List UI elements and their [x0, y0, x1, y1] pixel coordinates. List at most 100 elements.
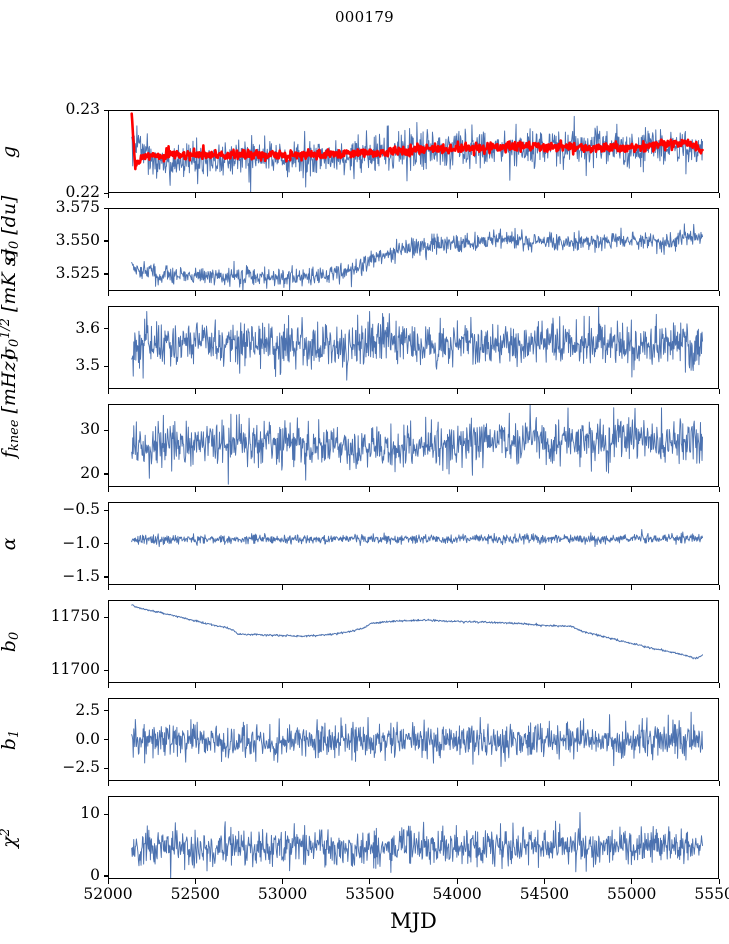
x-tick-mark: [456, 291, 458, 296]
x-tick-mark: [107, 781, 109, 786]
y-axis-label-fknee: fknee [mHz]: [0, 354, 22, 458]
y-tick-mark: [103, 767, 108, 769]
plot-panel-sigma0-du: [108, 208, 719, 291]
y-tick-label: 20: [80, 463, 100, 482]
x-tick-mark: [369, 193, 371, 198]
ylabel-base: α: [0, 537, 20, 550]
x-tick-mark: [631, 389, 633, 394]
x-tick-mark: [194, 781, 196, 786]
x-tick-mark: [194, 879, 196, 884]
x-tick-mark: [369, 585, 371, 590]
x-tick-mark: [282, 585, 284, 590]
x-tick-label: 54000: [432, 885, 482, 903]
x-tick-mark: [369, 879, 371, 884]
x-tick-mark: [456, 585, 458, 590]
x-tick-mark: [718, 487, 720, 492]
y-tick-label: 3.575: [55, 198, 100, 216]
x-tick-label: 52500: [170, 885, 220, 903]
x-tick-mark: [631, 291, 633, 296]
x-tick-mark: [369, 487, 371, 492]
x-tick-mark: [718, 291, 720, 296]
x-axis-label: MJD: [390, 909, 437, 933]
x-tick-mark: [194, 487, 196, 492]
ylabel-unit: [du]: [0, 195, 20, 241]
x-tick-mark: [369, 291, 371, 296]
series-smoothed-gain: [130, 112, 704, 171]
x-tick-mark: [194, 585, 196, 590]
x-tick-mark: [107, 389, 109, 394]
y-tick-mark: [103, 710, 108, 712]
ylabel-subscript: knee: [6, 419, 22, 451]
x-tick-label: 53500: [345, 885, 395, 903]
x-tick-mark: [282, 291, 284, 296]
y-tick-mark: [103, 616, 108, 618]
x-tick-mark: [631, 683, 633, 688]
y-axis-label-b0: b0: [0, 630, 22, 654]
x-tick-mark: [631, 585, 633, 590]
x-tick-mark: [631, 879, 633, 884]
plot-panel-gain: [108, 110, 719, 193]
x-tick-mark: [543, 291, 546, 296]
y-axis-label-alpha: α: [0, 532, 20, 556]
y-tick-label: 10: [80, 804, 100, 823]
x-tick-mark: [718, 879, 720, 884]
y-tick-mark: [103, 365, 108, 367]
y-axis-label-gain: g: [0, 140, 20, 164]
y-tick-mark: [103, 576, 108, 578]
series-b0: [131, 604, 704, 660]
x-tick-label: 55500: [694, 885, 729, 903]
plot-panel-b0: [108, 600, 719, 683]
ylabel-base: b: [0, 639, 20, 652]
y-tick-label: 2.5: [75, 700, 100, 719]
ylabel-base: f: [0, 450, 20, 458]
y-tick-mark: [103, 669, 108, 671]
x-tick-mark: [543, 389, 546, 394]
y-tick-label: 11750: [50, 607, 100, 626]
series-fknee: [131, 405, 704, 485]
x-tick-mark: [456, 193, 458, 198]
x-tick-mark: [369, 683, 371, 688]
x-tick-mark: [194, 291, 196, 296]
y-tick-label: 0: [90, 865, 100, 884]
x-tick-mark: [107, 487, 109, 492]
x-tick-mark: [456, 683, 458, 688]
ylabel-subscript: 0: [6, 240, 22, 249]
x-tick-mark: [543, 781, 546, 786]
y-tick-label: 3.550: [55, 230, 100, 249]
series-sigma0-du: [131, 223, 704, 290]
ylabel-subscript: 1: [6, 729, 22, 738]
x-tick-mark: [369, 781, 371, 786]
y-tick-mark: [103, 739, 108, 741]
x-tick-mark: [543, 585, 546, 590]
ylabel-subscript: 0: [6, 338, 22, 347]
series-alpha: [131, 529, 704, 548]
x-tick-mark: [631, 193, 633, 198]
x-tick-mark: [107, 879, 109, 884]
ylabel-superscript: 1/2: [0, 317, 14, 339]
x-tick-mark: [718, 683, 720, 688]
x-tick-mark: [107, 585, 109, 590]
y-tick-label: 0.23: [65, 100, 100, 118]
y-tick-label: 3.525: [55, 263, 100, 282]
y-tick-label: 3.6: [75, 318, 100, 337]
x-tick-mark: [456, 487, 458, 492]
x-tick-mark: [369, 389, 371, 394]
y-tick-mark: [103, 473, 108, 475]
ylabel-base: g: [0, 145, 20, 158]
ylabel-superscript: 2: [0, 828, 13, 836]
x-tick-mark: [543, 487, 546, 492]
y-tick-label: −1.5: [62, 566, 100, 585]
x-tick-mark: [282, 879, 284, 884]
x-tick-mark: [718, 585, 720, 590]
plot-panel-fknee: [108, 404, 719, 487]
x-tick-label: 54500: [519, 885, 570, 903]
y-tick-label: 30: [80, 420, 100, 439]
ylabel-subscript: 0: [6, 631, 22, 640]
ylabel-unit: [mHz]: [0, 353, 20, 420]
x-tick-label: 55000: [607, 885, 657, 903]
y-tick-label: −2.5: [62, 758, 100, 777]
y-axis-label-chi2: χ2: [0, 826, 20, 850]
y-tick-mark: [103, 192, 108, 194]
ylabel-base: χ: [0, 835, 20, 848]
x-tick-mark: [543, 879, 546, 884]
